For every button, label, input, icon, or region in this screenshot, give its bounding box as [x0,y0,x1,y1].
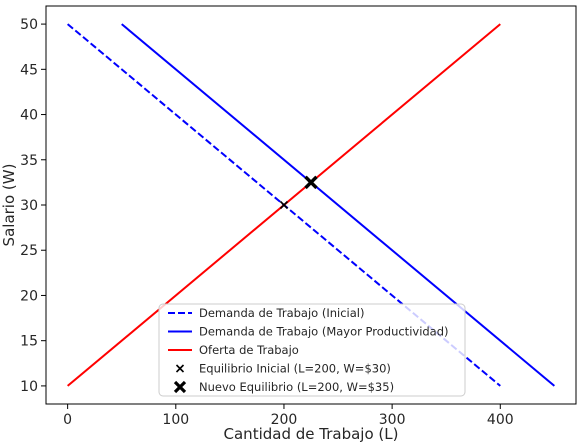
x-axis-label: Cantidad de Trabajo (L) [224,425,399,442]
x-tick-label: 300 [379,412,406,428]
legend-label-oferta-de-trabajo: Oferta de Trabajo [199,343,299,357]
x-tick-label: 0 [63,412,72,428]
legend-handle-equilibrio-inicial-l-200-w-30 [175,364,185,373]
legend-label-equilibrio-inicial-l-200-w-30: Equilibrio Inicial (L=200, W=$30) [199,362,391,376]
legend-label-demanda-de-trabajo-inicial: Demanda de Trabajo (Inicial) [199,306,364,320]
x-tick-label: 400 [487,412,514,428]
y-tick-label: 35 [20,153,38,169]
axis-ticks: 0 100 200 300 400 10 15 20 25 30 35 40 45 50 [20,17,513,428]
legend-box [158,303,466,397]
y-tick-label: 45 [20,62,38,78]
legend-label-demanda-de-trabajo-mayor-productividad: Demanda de Trabajo (Mayor Productividad) [199,325,449,339]
y-tick-label: 15 [20,334,38,350]
y-tick-label: 10 [20,379,38,395]
legend-handle-nuevo-equilibrio-l-200-w-35 [173,380,187,394]
marker-equilibrio-inicial-l-200-w-30 [279,200,289,210]
legend: Demanda de Trabajo (Inicial) Demanda de T… [158,303,466,397]
series-line-demanda-de-trabajo-mayor-productividad [121,23,556,387]
y-tick-label: 30 [20,198,38,214]
y-tick-label: 25 [20,243,38,259]
y-axis-label: Salario (W) [0,164,18,247]
marker-nuevo-equilibrio-l-200-w-35 [304,175,318,190]
y-tick-label: 50 [20,17,38,33]
x-tick-label: 100 [162,412,189,428]
x-tick-label: 200 [271,412,298,428]
y-tick-label: 40 [20,108,38,124]
legend-label-nuevo-equilibrio-l-200-w-35: Nuevo Equilibrio (L=200, W=$35) [199,380,394,394]
y-tick-label: 20 [20,288,38,304]
